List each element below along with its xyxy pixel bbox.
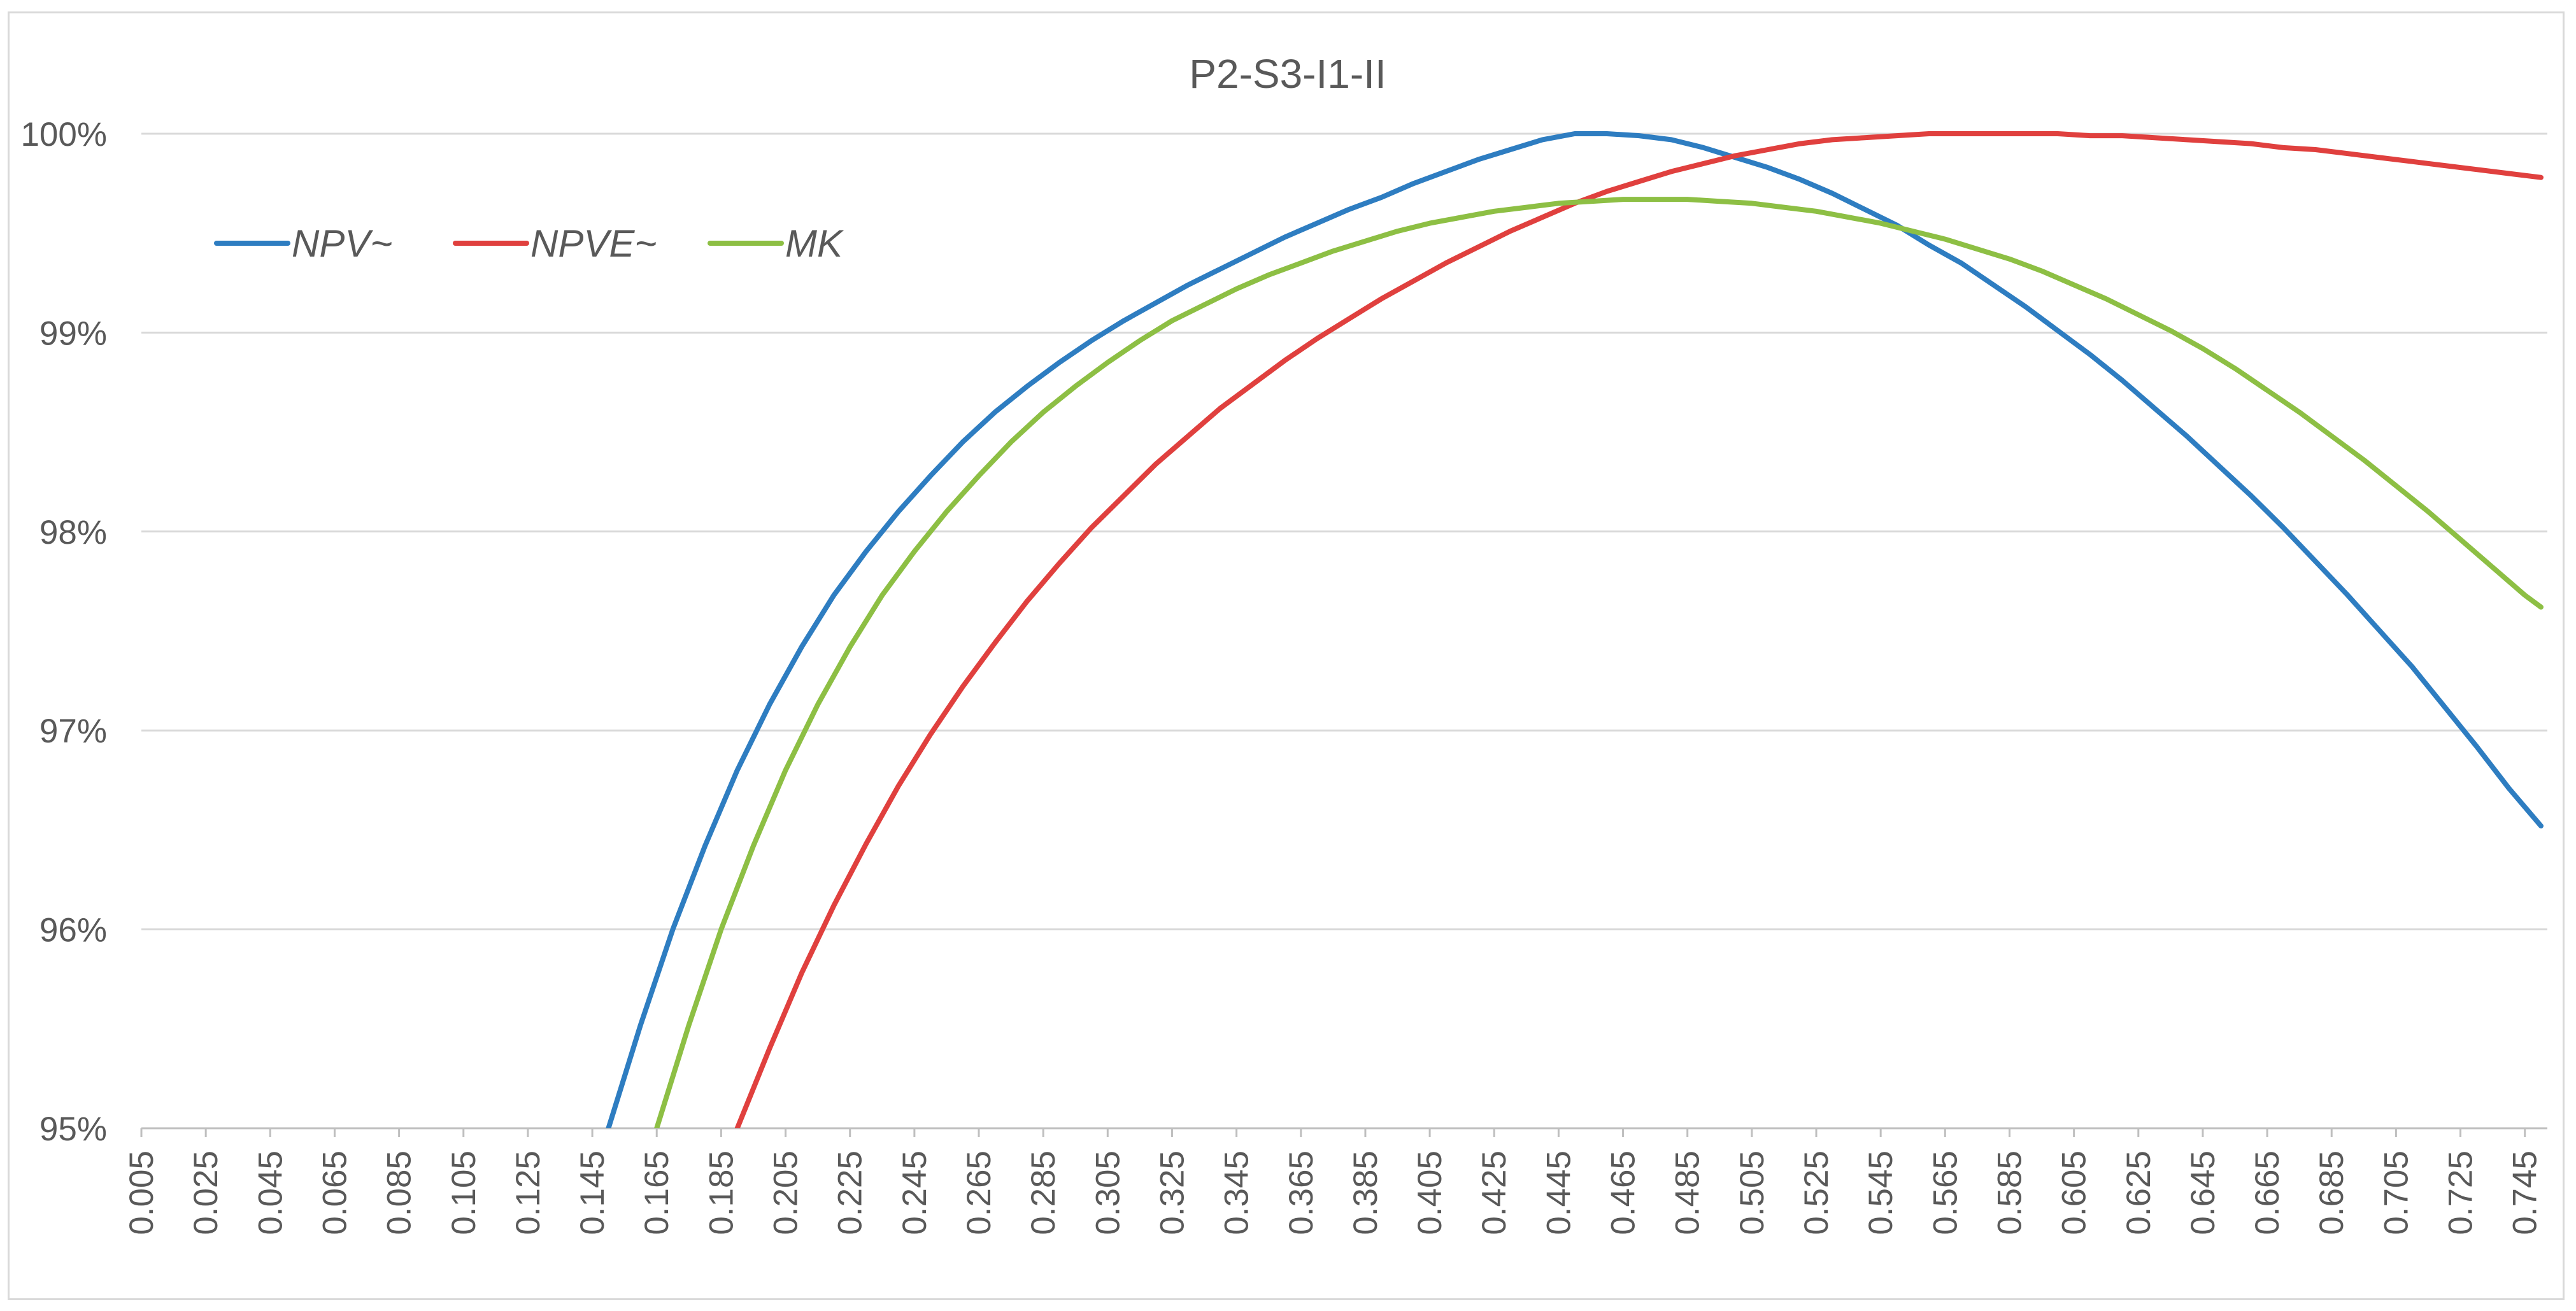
x-tick-label: 0.505 [1733, 1151, 1771, 1235]
x-tick-label: 0.105 [445, 1151, 483, 1235]
gridlines [141, 132, 2547, 1130]
x-axis-ticks: 0.005 0.025 0.045 0.065 0.085 0.105 0.125 0.145… [123, 1128, 2544, 1235]
x-tick-label: 0.705 [2377, 1151, 2415, 1235]
x-tick-label: 0.625 [2120, 1151, 2158, 1235]
x-tick-label: 0.745 [2507, 1151, 2544, 1235]
x-tick-label: 0.145 [574, 1151, 611, 1235]
x-tick-label: 0.345 [1218, 1151, 1256, 1235]
x-tick-label: 0.665 [2249, 1151, 2286, 1235]
x-tick-label: 0.285 [1025, 1151, 1062, 1235]
chart-frame [8, 11, 2565, 1300]
x-tick-label: 0.185 [702, 1151, 740, 1235]
x-tick-label: 0.725 [2442, 1151, 2480, 1235]
x-tick-label: 0.225 [832, 1151, 869, 1235]
x-tick-label: 0.425 [1476, 1151, 1513, 1235]
y-tick-label: 97% [39, 712, 107, 750]
x-tick-label: 0.245 [896, 1151, 934, 1235]
y-tick-label: 98% [39, 514, 107, 551]
x-tick-label: 0.025 [187, 1151, 225, 1235]
y-tick-label: 99% [39, 315, 107, 352]
legend-label: NPVE~ [530, 222, 657, 265]
series-line-npve [734, 131, 2544, 1128]
y-axis-ticks: 95% 96% 97% 98% 99% 100% [20, 116, 107, 1148]
x-tick-label: 0.125 [509, 1151, 547, 1235]
x-tick-label: 0.605 [2056, 1151, 2093, 1235]
x-tick-label: 0.205 [767, 1151, 805, 1235]
chart-title: P2-S3-I1-II [1189, 51, 1386, 97]
x-tick-label: 0.165 [638, 1151, 676, 1235]
legend: NPV~ NPVE~ MK [214, 222, 844, 265]
x-tick-label: 0.005 [123, 1151, 160, 1235]
series-lines [606, 131, 2544, 1128]
x-tick-label: 0.445 [1540, 1151, 1577, 1235]
x-tick-label: 0.545 [1862, 1151, 1900, 1235]
x-tick-label: 0.305 [1089, 1151, 1127, 1235]
x-tick-label: 0.265 [960, 1151, 998, 1235]
y-tick-label: 100% [20, 116, 107, 153]
legend-label: NPV~ [292, 222, 392, 265]
x-tick-label: 0.585 [1991, 1151, 2028, 1235]
x-tick-label: 0.385 [1347, 1151, 1384, 1235]
x-tick-label: 0.565 [1926, 1151, 1964, 1235]
x-tick-label: 0.325 [1153, 1151, 1191, 1235]
x-tick-label: 0.525 [1798, 1151, 1835, 1235]
x-tick-label: 0.465 [1605, 1151, 1642, 1235]
x-tick-label: 0.405 [1411, 1151, 1449, 1235]
x-tick-label: 0.645 [2184, 1151, 2222, 1235]
y-tick-label: 95% [39, 1110, 107, 1148]
x-tick-label: 0.045 [252, 1151, 289, 1235]
x-tick-label: 0.685 [2313, 1151, 2351, 1235]
x-tick-label: 0.365 [1283, 1151, 1320, 1235]
x-tick-label: 0.085 [381, 1151, 418, 1235]
y-tick-label: 96% [39, 912, 107, 949]
x-tick-label: 0.065 [316, 1151, 353, 1235]
series-line-mk [654, 197, 2544, 1128]
x-tick-label: 0.485 [1669, 1151, 1707, 1235]
series-line-npv [606, 131, 2544, 1128]
legend-label: MK [785, 222, 844, 265]
